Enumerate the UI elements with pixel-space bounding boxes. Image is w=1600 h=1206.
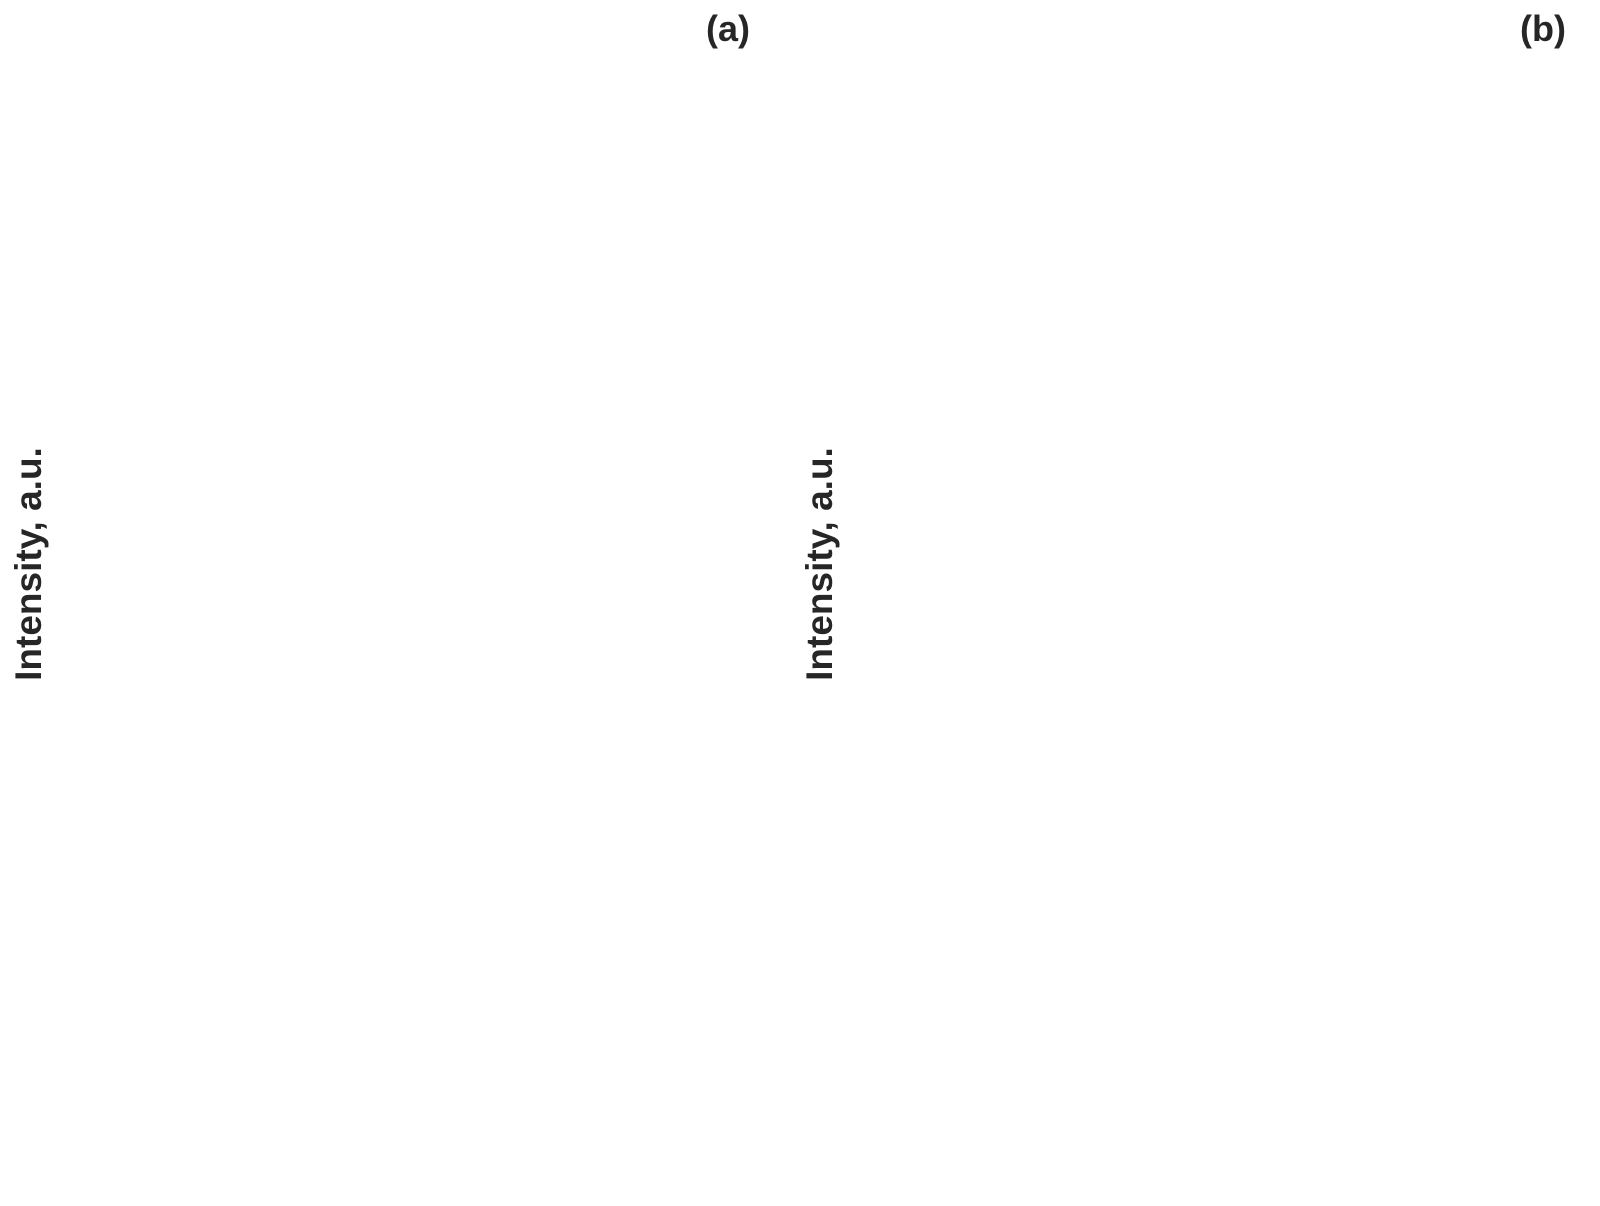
- panel-b-tag: (b): [1520, 8, 1566, 49]
- panel-b-y-axis-label: Intensity, a.u.: [799, 447, 840, 681]
- panel-a-tag: (a): [706, 8, 750, 49]
- panel-a-plot-area: [113, 52, 742, 1077]
- panel-a-y-axis-label: Intensity, a.u.: [8, 447, 49, 681]
